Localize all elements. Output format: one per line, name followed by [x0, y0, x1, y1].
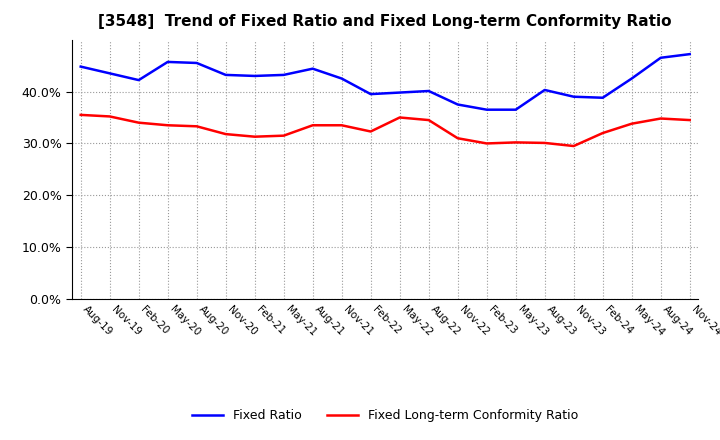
- Fixed Ratio: [541, 87, 549, 92]
- Fixed Ratio: [221, 72, 230, 77]
- Line: Fixed Ratio: Fixed Ratio: [81, 54, 690, 110]
- Fixed Ratio: [308, 66, 317, 71]
- Fixed Ratio: [570, 94, 578, 99]
- Fixed Long-term Conformity Ratio: [685, 117, 694, 123]
- Fixed Ratio: [135, 77, 143, 83]
- Fixed Ratio: [395, 90, 404, 95]
- Fixed Ratio: [454, 102, 462, 107]
- Fixed Long-term Conformity Ratio: [657, 116, 665, 121]
- Fixed Ratio: [482, 107, 491, 112]
- Fixed Ratio: [163, 59, 172, 65]
- Fixed Ratio: [251, 73, 259, 79]
- Fixed Long-term Conformity Ratio: [105, 114, 114, 119]
- Fixed Long-term Conformity Ratio: [598, 130, 607, 136]
- Fixed Long-term Conformity Ratio: [308, 123, 317, 128]
- Title: [3548]  Trend of Fixed Ratio and Fixed Long-term Conformity Ratio: [3548] Trend of Fixed Ratio and Fixed Lo…: [99, 14, 672, 29]
- Fixed Ratio: [366, 92, 375, 97]
- Fixed Long-term Conformity Ratio: [627, 121, 636, 126]
- Fixed Long-term Conformity Ratio: [279, 133, 288, 138]
- Fixed Long-term Conformity Ratio: [221, 132, 230, 137]
- Line: Fixed Long-term Conformity Ratio: Fixed Long-term Conformity Ratio: [81, 115, 690, 146]
- Fixed Ratio: [76, 64, 85, 69]
- Fixed Ratio: [657, 55, 665, 60]
- Fixed Long-term Conformity Ratio: [511, 140, 520, 145]
- Fixed Long-term Conformity Ratio: [163, 123, 172, 128]
- Fixed Ratio: [424, 88, 433, 94]
- Fixed Ratio: [511, 107, 520, 112]
- Fixed Long-term Conformity Ratio: [395, 115, 404, 120]
- Fixed Long-term Conformity Ratio: [570, 143, 578, 149]
- Fixed Long-term Conformity Ratio: [76, 112, 85, 117]
- Fixed Ratio: [105, 71, 114, 76]
- Fixed Ratio: [338, 76, 346, 81]
- Fixed Long-term Conformity Ratio: [541, 140, 549, 146]
- Fixed Ratio: [685, 51, 694, 57]
- Fixed Ratio: [279, 72, 288, 77]
- Fixed Long-term Conformity Ratio: [424, 117, 433, 123]
- Fixed Long-term Conformity Ratio: [482, 141, 491, 146]
- Fixed Long-term Conformity Ratio: [338, 123, 346, 128]
- Fixed Ratio: [598, 95, 607, 100]
- Fixed Long-term Conformity Ratio: [192, 124, 201, 129]
- Fixed Long-term Conformity Ratio: [366, 129, 375, 134]
- Fixed Long-term Conformity Ratio: [454, 136, 462, 141]
- Fixed Ratio: [192, 60, 201, 66]
- Fixed Long-term Conformity Ratio: [251, 134, 259, 139]
- Legend: Fixed Ratio, Fixed Long-term Conformity Ratio: Fixed Ratio, Fixed Long-term Conformity …: [187, 404, 583, 427]
- Fixed Long-term Conformity Ratio: [135, 120, 143, 125]
- Fixed Ratio: [627, 76, 636, 81]
